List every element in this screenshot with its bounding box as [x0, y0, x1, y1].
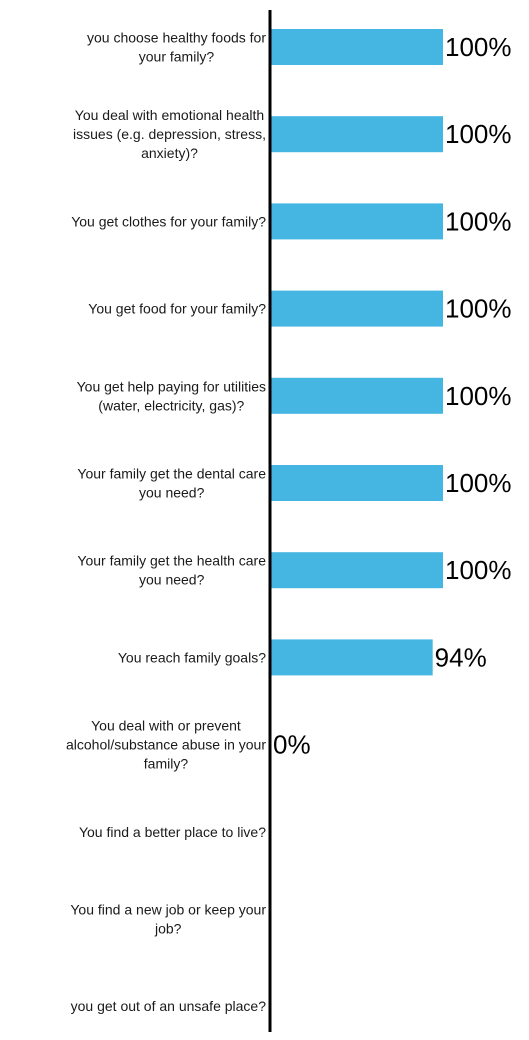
category-label: You find a new job or keep your job? — [70, 902, 266, 937]
bar — [271, 29, 443, 65]
bar — [271, 377, 443, 414]
bar — [271, 639, 433, 676]
category-label: Your family get the health care you need? — [77, 553, 266, 588]
data-label: 100% — [445, 294, 512, 324]
category-label: You reach family goals? — [118, 649, 266, 665]
data-label: 100% — [445, 32, 512, 62]
category-label: You deal with emotional health issues (e.… — [73, 107, 266, 161]
category-label: You find a better place to live? — [79, 824, 266, 840]
data-label: 100% — [445, 119, 512, 149]
category-label: You get food for your family? — [88, 301, 266, 317]
value-labels: 100% 100% 100% 100% 100% 100% 100% 94% 0% — [273, 32, 512, 760]
bar — [271, 465, 443, 501]
bar — [271, 203, 443, 240]
data-label: 100% — [445, 468, 512, 498]
bar — [271, 116, 443, 153]
category-label: You get help paying for utilities (water,… — [77, 378, 266, 413]
category-label: you get out of an unsafe place? — [71, 998, 267, 1014]
data-label: 100% — [445, 555, 512, 585]
category-label: you choose healthy foods for your family? — [87, 30, 266, 65]
data-label: 0% — [273, 730, 311, 760]
data-label: 100% — [445, 206, 512, 236]
category-label: Your family get the dental care you need? — [77, 466, 266, 501]
bar — [271, 552, 443, 589]
category-labels: you choose healthy foods for your family?… — [66, 30, 266, 1015]
category-label: You deal with or prevent alcohol/substanc… — [66, 718, 266, 772]
category-label: You get clothes for your family? — [71, 213, 266, 229]
data-label: 100% — [445, 381, 512, 411]
data-label: 94% — [435, 642, 487, 672]
bar — [271, 290, 443, 327]
bars-layer — [271, 29, 443, 676]
